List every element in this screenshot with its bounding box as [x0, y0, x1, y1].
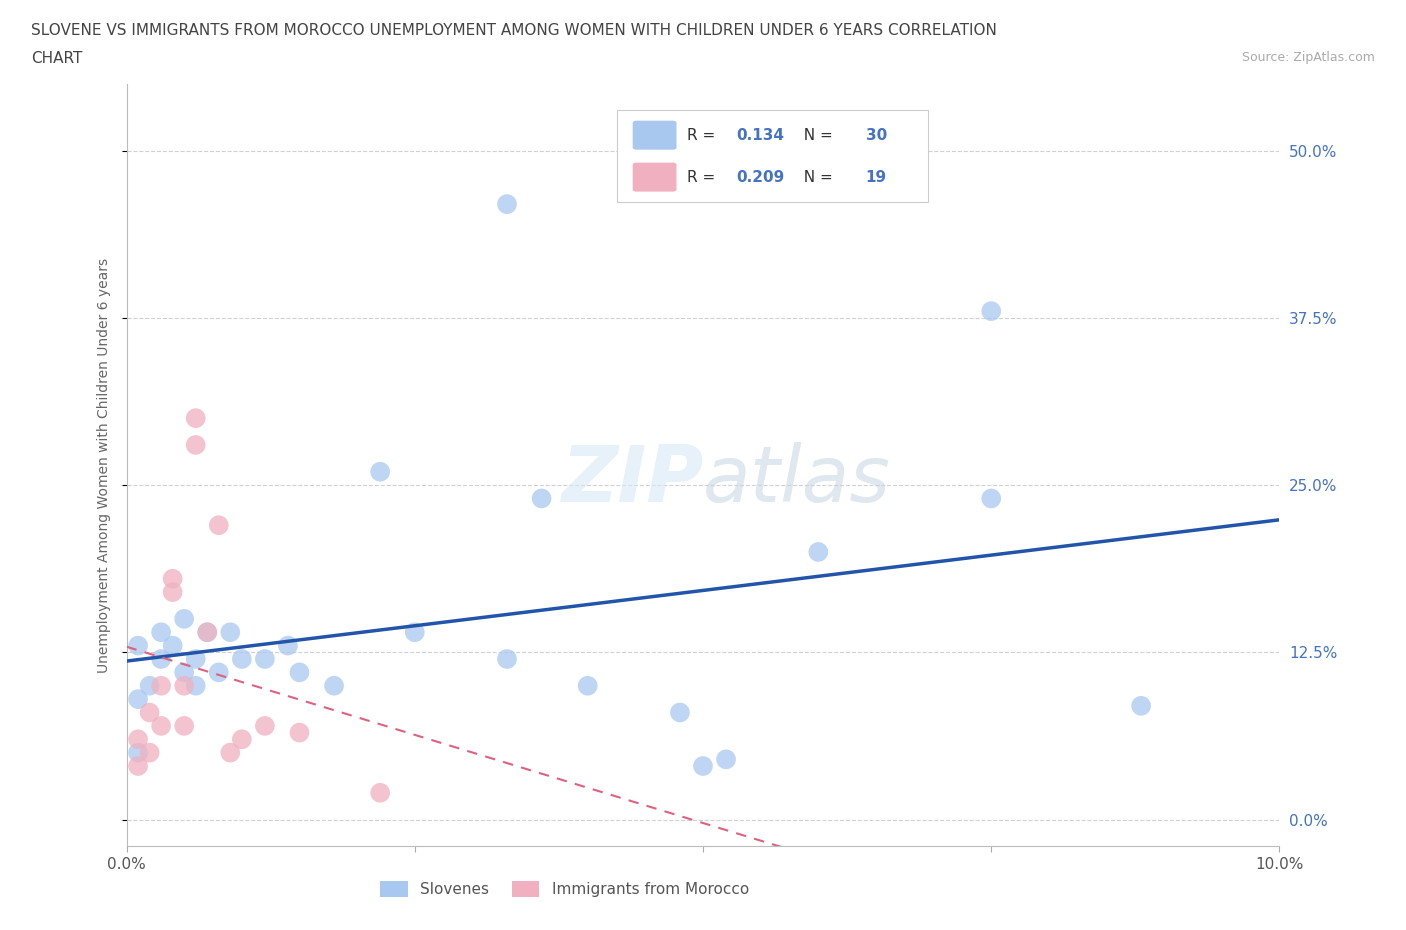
Y-axis label: Unemployment Among Women with Children Under 6 years: Unemployment Among Women with Children U… — [97, 258, 111, 672]
Text: 19: 19 — [866, 169, 887, 185]
Point — [127, 638, 149, 653]
Text: 30: 30 — [866, 127, 887, 142]
Point — [496, 652, 519, 667]
Point — [231, 652, 253, 667]
Point — [184, 678, 207, 693]
Point — [162, 638, 184, 653]
Point — [530, 491, 553, 506]
Text: CHART: CHART — [31, 51, 83, 66]
Point — [150, 719, 173, 734]
Point — [127, 745, 149, 760]
Point — [219, 745, 242, 760]
Point — [980, 491, 1002, 506]
Text: ZIP: ZIP — [561, 443, 703, 518]
Point — [669, 705, 692, 720]
Point — [208, 665, 231, 680]
Text: Source: ZipAtlas.com: Source: ZipAtlas.com — [1241, 51, 1375, 64]
Point — [150, 652, 173, 667]
Text: 0.134: 0.134 — [737, 127, 785, 142]
Point — [576, 678, 599, 693]
FancyBboxPatch shape — [633, 121, 676, 150]
Point — [1130, 698, 1153, 713]
Point — [496, 196, 519, 211]
Legend: Slovenes, Immigrants from Morocco: Slovenes, Immigrants from Morocco — [374, 875, 755, 903]
Point — [208, 518, 231, 533]
Point — [138, 745, 160, 760]
Text: 0.209: 0.209 — [737, 169, 785, 185]
Point — [368, 464, 391, 479]
Text: N =: N = — [794, 127, 838, 142]
Point — [173, 611, 195, 626]
Point — [184, 437, 207, 452]
Point — [219, 625, 242, 640]
Point — [807, 545, 830, 560]
Text: atlas: atlas — [703, 443, 891, 518]
Point — [368, 785, 391, 800]
Point — [173, 678, 195, 693]
Point — [127, 759, 149, 774]
Point — [288, 725, 311, 740]
FancyBboxPatch shape — [616, 111, 928, 202]
Text: N =: N = — [794, 169, 838, 185]
Point — [714, 751, 737, 766]
Point — [184, 411, 207, 426]
Point — [404, 625, 426, 640]
Point — [173, 719, 195, 734]
Point — [288, 665, 311, 680]
Point — [138, 705, 160, 720]
Point — [127, 732, 149, 747]
Point — [692, 759, 714, 774]
Point — [138, 678, 160, 693]
Point — [162, 585, 184, 600]
Point — [162, 571, 184, 586]
Point — [253, 719, 276, 734]
Point — [195, 625, 218, 640]
Point — [173, 665, 195, 680]
Text: R =: R = — [688, 169, 720, 185]
Point — [253, 652, 276, 667]
Point — [195, 625, 218, 640]
Point — [127, 692, 149, 707]
Text: R =: R = — [688, 127, 720, 142]
Text: SLOVENE VS IMMIGRANTS FROM MOROCCO UNEMPLOYMENT AMONG WOMEN WITH CHILDREN UNDER : SLOVENE VS IMMIGRANTS FROM MOROCCO UNEMP… — [31, 23, 997, 38]
Point — [231, 732, 253, 747]
Point — [277, 638, 299, 653]
Point — [323, 678, 346, 693]
Point — [184, 652, 207, 667]
Point — [980, 304, 1002, 319]
Point — [150, 625, 173, 640]
FancyBboxPatch shape — [633, 163, 676, 192]
Point — [150, 678, 173, 693]
